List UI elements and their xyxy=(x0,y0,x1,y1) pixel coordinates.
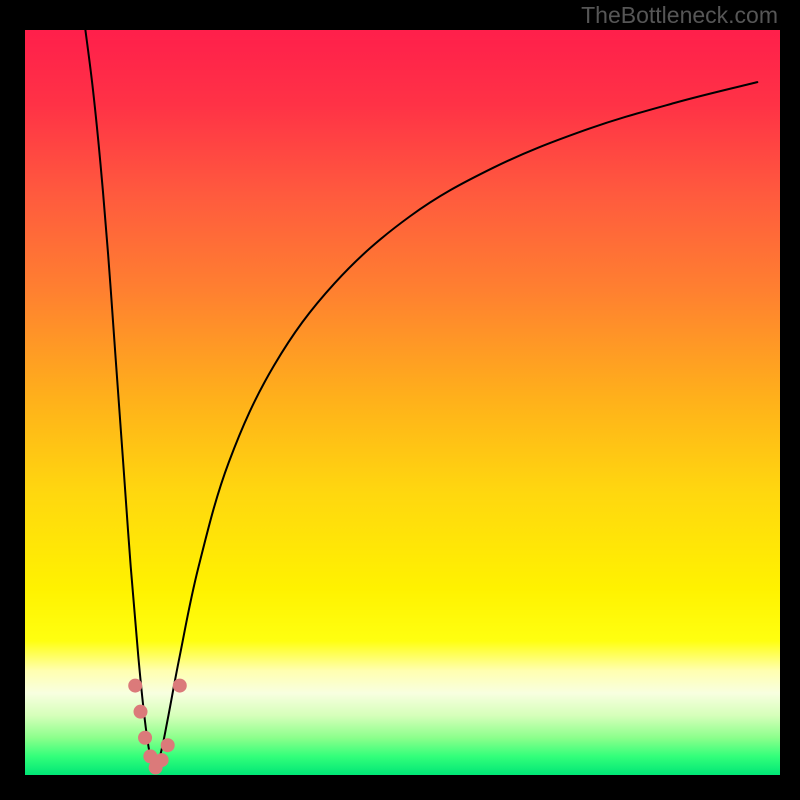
chart-frame: TheBottleneck.com xyxy=(0,0,800,800)
marker-point xyxy=(129,679,142,692)
bottleneck-chart xyxy=(0,0,800,800)
marker-point xyxy=(161,739,174,752)
marker-point xyxy=(139,731,152,744)
marker-point xyxy=(155,754,168,767)
marker-point xyxy=(173,679,186,692)
marker-point xyxy=(134,705,147,718)
watermark-text: TheBottleneck.com xyxy=(581,2,778,29)
